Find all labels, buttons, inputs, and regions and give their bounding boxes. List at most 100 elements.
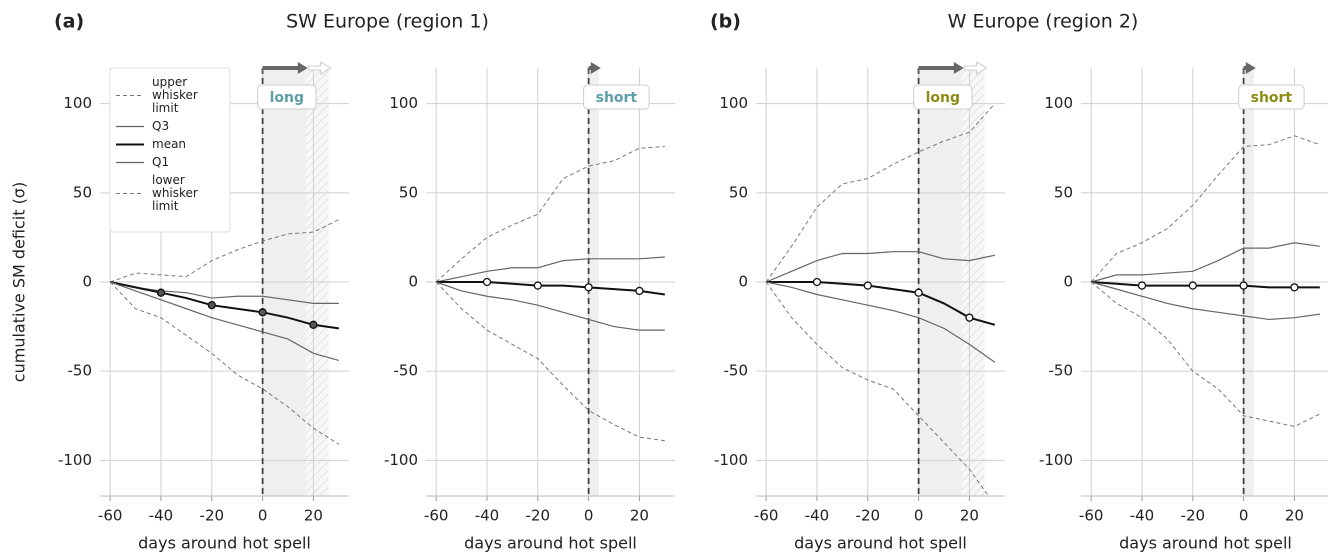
x-axis-label: days around hot spell <box>138 534 311 553</box>
series-line <box>109 219 340 283</box>
y-tick-label: -50 <box>68 362 93 380</box>
mean-marker <box>1137 281 1147 290</box>
y-tick-label: -50 <box>1049 362 1074 380</box>
series-line <box>436 256 665 283</box>
series-line <box>766 281 996 363</box>
y-tick-label: 50 <box>399 183 418 201</box>
event-label-box <box>583 84 650 110</box>
series-line <box>109 281 339 362</box>
series-line <box>109 281 339 330</box>
y-tick-label: -100 <box>1039 451 1073 469</box>
y-tick-label: -50 <box>724 362 749 380</box>
series-line <box>435 281 665 442</box>
y-tick-label: 50 <box>73 183 92 201</box>
x-tick-label: -60 <box>424 507 449 525</box>
series-line <box>435 281 665 331</box>
x-tick-label: 0 <box>584 507 594 525</box>
series-line <box>1090 135 1321 283</box>
series-line <box>1090 242 1320 283</box>
y-tick-label: 0 <box>408 273 418 291</box>
series-line <box>766 281 996 326</box>
panel: -60 -40 -20 0 20 -100 -50 0 50 100 short days aroun… <box>1039 62 1328 553</box>
legend-label: mean <box>152 137 186 151</box>
event-label: long <box>270 90 304 106</box>
y-tick-label: -100 <box>384 451 418 469</box>
panel-title: W Europe (region 2) <box>948 11 1139 33</box>
legend-frame <box>109 67 231 233</box>
x-axis-label: days around hot spell <box>1119 534 1292 553</box>
x-axis-label: days around hot spell <box>464 534 637 553</box>
x-tick-label: -40 <box>1130 507 1155 525</box>
series-line <box>1090 281 1321 427</box>
x-tick-label: -20 <box>856 507 881 525</box>
mean-marker <box>635 286 644 296</box>
arrow-head <box>953 62 964 74</box>
arrow-head <box>1245 62 1256 74</box>
series-line <box>1090 281 1320 321</box>
legend-label: upper whisker limit <box>152 75 202 115</box>
y-tick-label: 50 <box>729 183 748 201</box>
event-label: long <box>926 90 960 106</box>
y-tick-label: 0 <box>1063 273 1073 291</box>
x-tick-label: -40 <box>475 507 500 525</box>
mean-marker <box>1188 281 1197 290</box>
x-tick-label: -20 <box>1181 507 1206 525</box>
mean-marker <box>258 308 267 317</box>
series-line <box>109 281 340 445</box>
mean-marker <box>156 288 166 297</box>
legend-label: lower whisker limit <box>152 173 202 213</box>
series-line <box>435 145 665 283</box>
x-tick-label: 0 <box>914 507 924 525</box>
arrow-hollow <box>964 61 988 75</box>
x-tick-label: -60 <box>754 507 779 525</box>
y-tick-label: 100 <box>719 94 748 112</box>
x-tick-label: -20 <box>200 507 225 525</box>
mean-marker <box>965 313 974 322</box>
event-label-box <box>257 84 317 110</box>
series-line <box>1091 281 1320 289</box>
x-tick-label: 0 <box>258 507 268 525</box>
panel: -60 -40 -20 0 20 -100 -50 0 50 100 short days aroun… <box>384 62 675 553</box>
mean-marker <box>914 288 923 297</box>
y-tick-label: 100 <box>1044 94 1073 112</box>
mean-marker <box>863 281 872 290</box>
mean-marker <box>207 301 216 310</box>
y-tick-label: 0 <box>82 273 92 291</box>
x-axis-label: days around hot spell <box>794 534 967 553</box>
x-tick-label: 20 <box>1285 507 1304 525</box>
panel-label: (a) <box>54 11 84 33</box>
legend-label: Q3 <box>152 119 169 133</box>
x-tick-label: -40 <box>149 507 174 525</box>
mean-marker <box>1290 283 1299 292</box>
x-tick-label: 20 <box>304 507 323 525</box>
y-axis-label: cumulative SM deficit (σ) <box>10 182 29 382</box>
mean-marker <box>812 277 822 287</box>
arrow-head <box>297 62 308 74</box>
y-tick-label: 0 <box>738 273 748 291</box>
mean-marker <box>533 281 542 290</box>
panel-label: (b) <box>710 11 741 33</box>
mean-marker <box>1239 281 1248 290</box>
panel: -60 -40 -20 0 20 -100 -50 0 50 100 long days around… <box>10 11 489 553</box>
y-tick-label: -100 <box>58 451 92 469</box>
x-tick-label: 20 <box>630 507 649 525</box>
panel: -60 -40 -20 0 20 -100 -50 0 50 100 long days around… <box>710 11 1138 553</box>
x-tick-label: -20 <box>526 507 551 525</box>
mean-marker <box>584 283 593 292</box>
x-tick-label: 0 <box>1239 507 1249 525</box>
event-label: short <box>1251 90 1293 106</box>
series-line <box>436 281 665 296</box>
arrow-hollow <box>308 61 332 75</box>
y-tick-label: -100 <box>714 451 748 469</box>
y-tick-label: 100 <box>389 94 418 112</box>
x-tick-label: -60 <box>98 507 123 525</box>
legend: upper whisker limit Q3 mean Q1 lower whisker… <box>109 67 231 233</box>
event-label: short <box>596 90 638 106</box>
y-tick-label: 100 <box>63 94 92 112</box>
x-tick-label: -40 <box>805 507 830 525</box>
x-tick-label: -60 <box>1079 507 1104 525</box>
series-line <box>765 281 990 496</box>
mean-marker <box>482 277 492 287</box>
series-line <box>765 251 995 283</box>
